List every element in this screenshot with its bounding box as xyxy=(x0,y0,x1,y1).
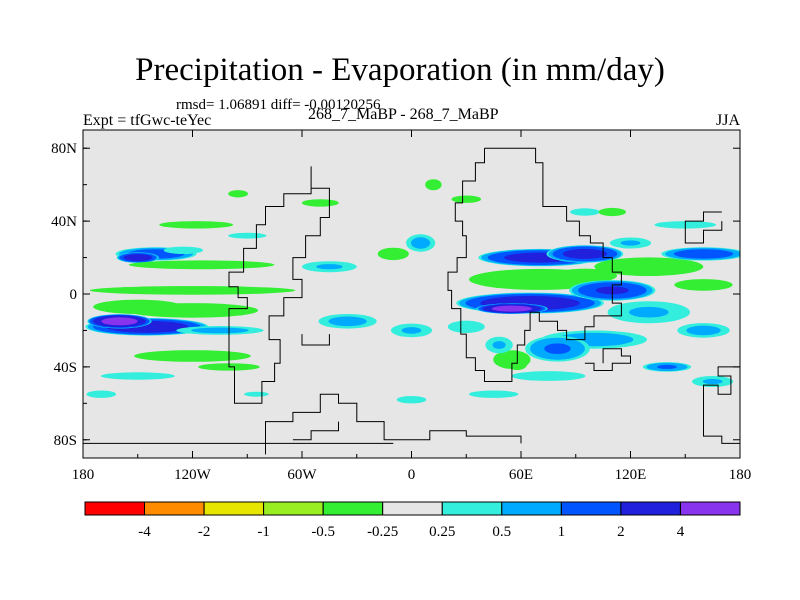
x-tick-label: 180 xyxy=(729,467,752,483)
colorbar-label: -0.5 xyxy=(311,524,335,540)
field-contour-10 xyxy=(126,303,259,318)
field-contour-26 xyxy=(425,179,442,191)
field-contour-38 xyxy=(673,249,734,259)
colorbar-swatch-10 xyxy=(680,501,741,516)
y-tick-label: 40S xyxy=(54,360,77,376)
field-contour-2 xyxy=(163,246,204,254)
field-contour-6 xyxy=(228,232,267,239)
colorbar-label: -0.25 xyxy=(367,524,398,540)
field-contour-34 xyxy=(491,305,532,312)
coastline-2 xyxy=(301,334,330,346)
y-axis: 80N 40N 0 40S 80S xyxy=(51,141,740,449)
field-contour-29 xyxy=(471,275,571,287)
field-contour-22 xyxy=(377,247,409,261)
y-tick-label: 40N xyxy=(51,214,77,230)
field-contour-23 xyxy=(328,316,367,327)
y-tick-label: 0 xyxy=(70,287,78,303)
x-tick-label: 180 xyxy=(72,467,95,483)
field-contour-12 xyxy=(101,317,138,326)
colorbar-swatch-6 xyxy=(441,501,503,516)
colorbar-label: -1 xyxy=(257,524,270,540)
chart-title: Precipitation - Evaporation (in mm/day) xyxy=(135,52,665,88)
plot-area xyxy=(83,130,740,458)
field-contour-30 xyxy=(552,268,618,283)
colorbar-swatch-4 xyxy=(322,501,384,516)
field-contour-53 xyxy=(396,396,427,404)
x-tick-label: 120E xyxy=(615,467,647,483)
colorbar-label: 4 xyxy=(677,524,685,540)
colorbar: -4 -2 -1 -0.5 -0.25 0.25 0.5 1 2 4 xyxy=(84,501,741,540)
y-tick-label: 80S xyxy=(54,433,77,449)
season-label: JJA xyxy=(716,112,741,129)
experiment-label: Expt = tfGwc-teYec xyxy=(83,112,212,129)
colorbar-swatch-0 xyxy=(84,501,145,516)
field-contour-21 xyxy=(316,264,343,270)
colorbar-swatch-2 xyxy=(203,501,265,516)
x-tick-label: 60E xyxy=(509,467,533,483)
colorbar-label: 2 xyxy=(617,524,625,540)
field-contour-14 xyxy=(134,350,251,362)
colorbar-label: 0.5 xyxy=(492,524,511,540)
coastline-7 xyxy=(703,366,740,444)
field-contour-5 xyxy=(159,221,234,229)
field-contour-18 xyxy=(244,391,269,397)
field-contour-40 xyxy=(674,279,733,291)
colorbar-swatch-9 xyxy=(620,501,681,516)
colorbar-label: 0.25 xyxy=(429,524,455,540)
field-contour-41 xyxy=(629,306,669,318)
field-contour-13 xyxy=(191,327,249,334)
colorbar-label: -4 xyxy=(138,524,151,540)
colorbar-swatch-8 xyxy=(560,501,622,516)
colorbar-swatch-5 xyxy=(382,501,443,516)
colorbar-swatch-3 xyxy=(263,501,324,516)
field-contour-25 xyxy=(411,237,431,249)
coastline-8 xyxy=(584,348,631,371)
field-contour-37 xyxy=(620,240,641,246)
field-contour-44 xyxy=(686,325,721,336)
x-tick-label: 0 xyxy=(408,467,416,483)
field-contour-55 xyxy=(598,207,626,217)
x-tick-label: 60W xyxy=(287,467,317,483)
field-contour-19 xyxy=(228,190,249,198)
field-contour-52 xyxy=(468,390,519,398)
stats-label: rmsd= 1.06891 diff= -0.00120256 xyxy=(176,97,381,113)
field-contour-17 xyxy=(86,390,117,398)
coastline-6 xyxy=(684,211,723,244)
coastline-0 xyxy=(447,147,622,382)
field-contour-45 xyxy=(657,364,677,369)
field-contour-36 xyxy=(594,257,704,277)
field-contour-54 xyxy=(570,208,600,216)
colorbar-label: -2 xyxy=(198,524,211,540)
colorbar-swatch-7 xyxy=(501,501,562,516)
continent-outlines xyxy=(83,147,740,455)
field-contours xyxy=(85,179,740,404)
field-contour-20 xyxy=(301,199,339,207)
field-contour-43 xyxy=(544,343,571,355)
y-tick-label: 80N xyxy=(51,141,77,157)
field-contour-24 xyxy=(401,327,422,334)
x-axis: 180 120W 60W 0 60E 120E 180 xyxy=(72,130,752,483)
field-contour-51 xyxy=(447,320,485,333)
coastline-5 xyxy=(292,421,339,441)
field-contour-1 xyxy=(123,254,152,262)
coastline-1 xyxy=(228,166,330,404)
field-contour-50 xyxy=(492,341,506,349)
field-contour-8 xyxy=(102,286,191,294)
field-contour-47 xyxy=(511,371,586,381)
field-contour-16 xyxy=(100,372,175,380)
colorbar-label: 1 xyxy=(558,524,566,540)
field-contour-4 xyxy=(182,261,257,269)
colorbar-swatch-1 xyxy=(144,501,205,516)
coastline-3 xyxy=(265,393,522,455)
x-tick-label: 120W xyxy=(174,467,212,483)
case-subtitle: 268_7_MaBP - 268_7_MaBP xyxy=(308,106,499,123)
field-contour-32 xyxy=(562,248,608,259)
field-contour-27 xyxy=(451,195,482,203)
field-contour-46 xyxy=(702,378,723,385)
